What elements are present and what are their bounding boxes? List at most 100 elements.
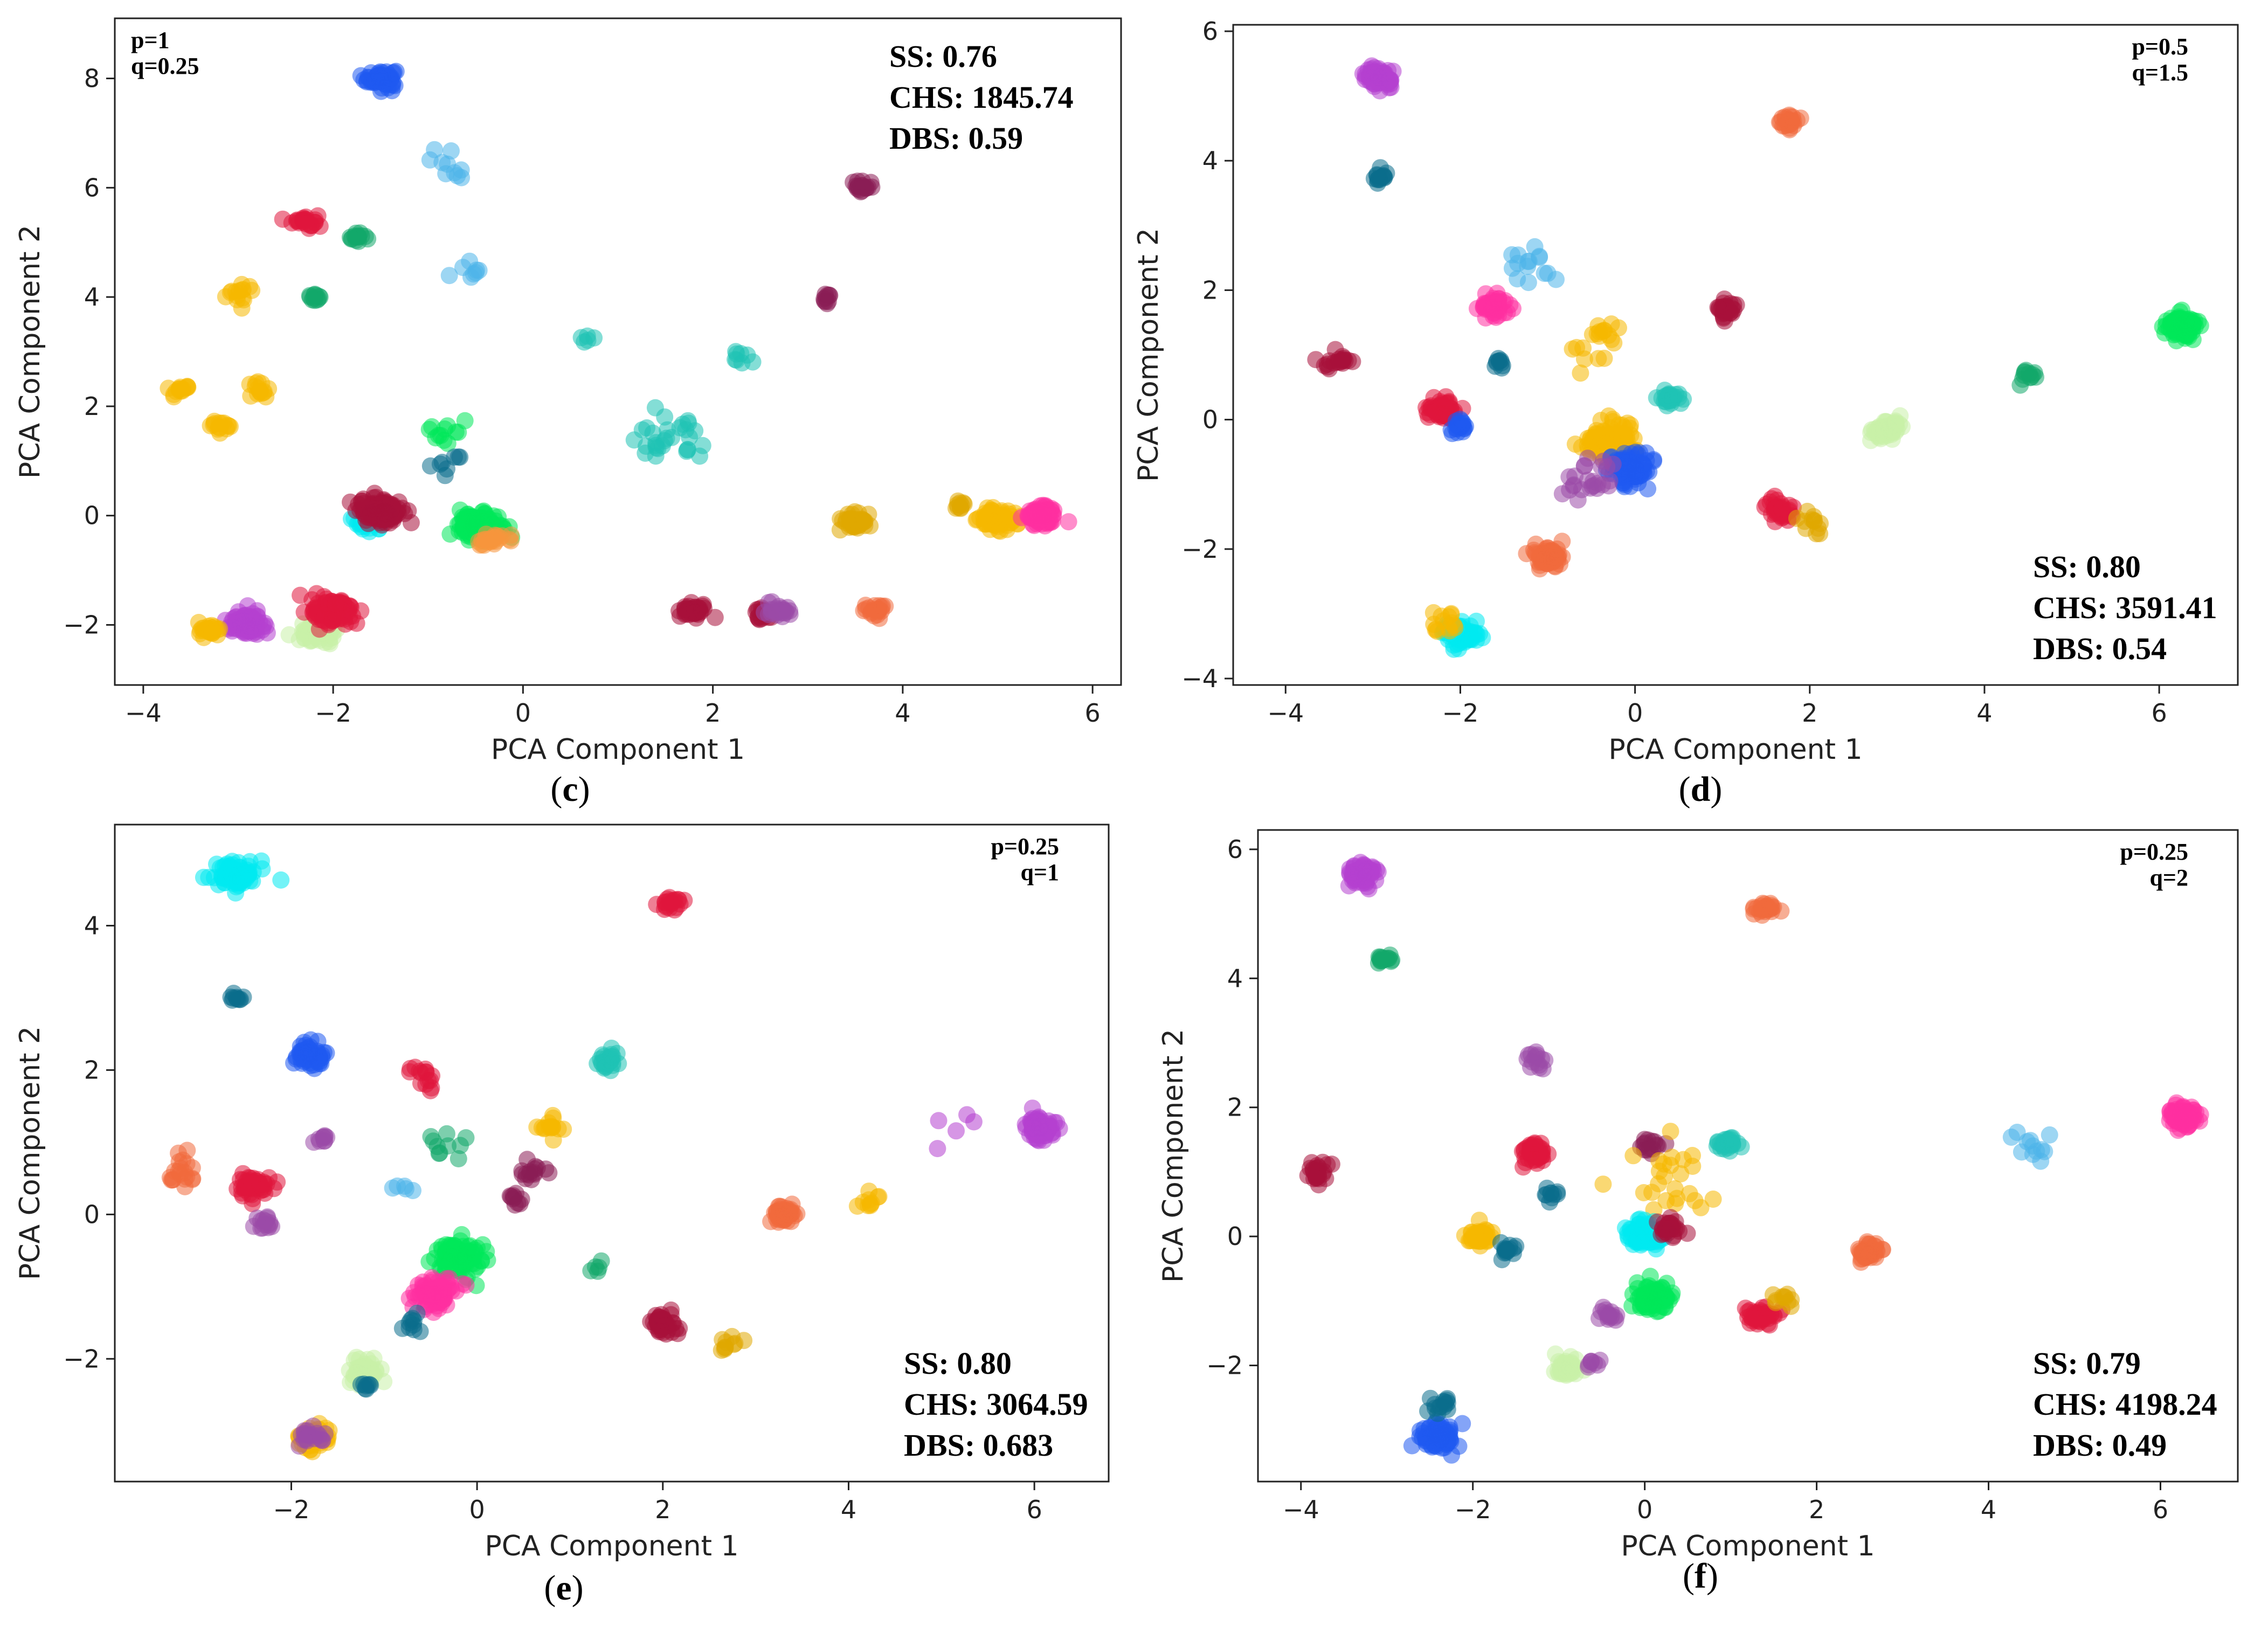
data-point — [537, 1160, 555, 1178]
cluster-24 — [292, 585, 370, 638]
data-point — [453, 169, 471, 186]
panel-caption: (f) — [1683, 1556, 1718, 1596]
data-point — [205, 416, 223, 434]
data-point — [436, 467, 454, 485]
cluster-19 — [1788, 502, 1829, 543]
cluster-18 — [1403, 1413, 1471, 1464]
cluster-11 — [1492, 1234, 1525, 1269]
y-tick-label: 0 — [84, 501, 100, 530]
x-axis-label: PCA Component 1 — [1621, 1530, 1875, 1562]
cluster-3 — [301, 286, 329, 309]
data-point — [1526, 1135, 1544, 1153]
data-point — [518, 1151, 536, 1168]
data-point — [311, 1132, 329, 1150]
metric-annotation: DBS: 0.59 — [889, 121, 1023, 156]
cluster-1 — [274, 207, 329, 237]
data-point — [1709, 299, 1727, 316]
cluster-26 — [582, 1252, 610, 1280]
y-tick-label: 0 — [1227, 1222, 1243, 1251]
data-point — [1662, 1123, 1679, 1140]
data-point — [1644, 1292, 1662, 1310]
data-point — [393, 1319, 411, 1337]
cluster-17 — [1425, 604, 1464, 640]
cluster-9 — [589, 1040, 627, 1080]
data-point — [295, 1431, 313, 1449]
data-point — [1526, 238, 1544, 255]
data-point — [397, 1180, 414, 1198]
data-point — [440, 267, 458, 285]
cluster-20 — [1862, 407, 1911, 449]
param-annotation: p=0.5 — [2132, 33, 2188, 60]
data-point — [1029, 506, 1047, 524]
data-point — [1370, 68, 1388, 86]
cluster-16 — [421, 448, 469, 485]
data-point — [1667, 1195, 1684, 1213]
data-point — [1595, 349, 1613, 367]
data-point — [243, 1174, 261, 1192]
points-layer — [160, 63, 1077, 653]
cluster-11 — [1648, 382, 1692, 414]
cluster-0 — [1340, 854, 1387, 898]
data-point — [2002, 1129, 2020, 1146]
x-tick-label: 0 — [1637, 1495, 1652, 1524]
data-point — [585, 329, 603, 347]
cluster-30 — [947, 492, 973, 517]
x-tick-label: 6 — [2153, 1495, 2168, 1524]
metric-annotation: SS: 0.80 — [904, 1346, 1012, 1381]
data-point — [1474, 629, 1491, 647]
data-point — [1624, 1147, 1642, 1165]
cluster-2 — [285, 1031, 335, 1077]
data-point — [1811, 515, 1829, 532]
y-tick-label: 4 — [84, 911, 100, 940]
cluster-22 — [642, 1301, 688, 1343]
cluster-5 — [1486, 350, 1511, 377]
x-tick-label: 6 — [2151, 698, 2167, 728]
cluster-8 — [1442, 411, 1475, 442]
cluster-25 — [670, 594, 724, 627]
cluster-3 — [305, 1127, 336, 1151]
data-point — [408, 1304, 426, 1322]
data-point — [1421, 1419, 1439, 1437]
param-annotation: q=2 — [2149, 864, 2188, 891]
metric-annotation: SS: 0.76 — [889, 39, 997, 74]
data-point — [1544, 548, 1561, 566]
data-point — [2191, 1112, 2209, 1130]
data-point — [1704, 1191, 1722, 1208]
cluster-23 — [762, 1195, 806, 1231]
data-point — [2036, 1143, 2053, 1160]
cluster-8 — [421, 141, 471, 186]
x-tick-label: −2 — [1455, 1495, 1491, 1524]
data-point — [1572, 364, 1589, 382]
data-point — [1616, 1219, 1634, 1237]
data-point — [667, 1320, 684, 1338]
cluster-32 — [1013, 496, 1077, 535]
data-point — [1527, 1151, 1544, 1169]
cluster-6 — [245, 1208, 281, 1237]
data-point — [233, 299, 251, 317]
panel-caption: (e) — [544, 1568, 583, 1608]
data-point — [1649, 1213, 1667, 1231]
data-point — [347, 228, 365, 246]
data-point — [473, 1251, 490, 1269]
data-point — [1773, 109, 1791, 127]
x-tick-label: 0 — [1627, 698, 1643, 728]
data-point — [1349, 868, 1367, 885]
cluster-15 — [400, 1269, 475, 1321]
data-point — [272, 871, 290, 889]
data-point — [1592, 458, 1610, 475]
y-tick-label: 2 — [84, 392, 100, 421]
data-point — [301, 288, 319, 306]
y-tick-label: −2 — [63, 1344, 100, 1373]
data-point — [1591, 327, 1608, 345]
data-point — [716, 1339, 734, 1357]
data-point — [1746, 1310, 1764, 1327]
data-point — [528, 1118, 546, 1136]
cluster-25 — [848, 1182, 888, 1215]
cluster-10 — [422, 1125, 475, 1167]
data-point — [1450, 1437, 1468, 1455]
data-point — [838, 511, 855, 529]
data-point — [1850, 1240, 1868, 1258]
data-point — [1561, 1359, 1579, 1376]
data-point — [305, 1417, 322, 1435]
data-point — [219, 860, 237, 877]
